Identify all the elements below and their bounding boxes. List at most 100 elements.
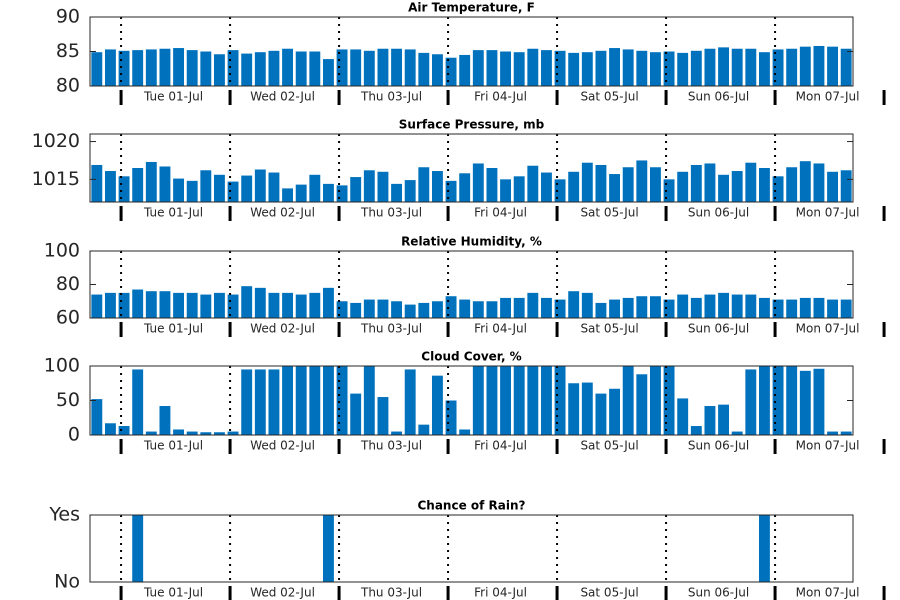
bar: [827, 46, 839, 86]
bar: [322, 515, 334, 582]
bar: [459, 299, 471, 318]
bar: [254, 169, 266, 202]
bar: [758, 52, 770, 86]
bar: [118, 176, 130, 202]
bar: [118, 292, 130, 318]
bar: [500, 179, 512, 202]
bar: [472, 50, 484, 86]
y-tick-label: 1015: [32, 168, 80, 190]
bar: [772, 49, 784, 86]
plot-frame: [89, 16, 854, 87]
x-tick-label: Sun 06-Jul: [688, 206, 749, 220]
bar: [309, 292, 321, 318]
bar: [418, 167, 430, 202]
bar: [431, 171, 443, 202]
bar: [677, 398, 689, 435]
day-boundary-mark: [446, 439, 450, 454]
bar: [663, 51, 675, 86]
bar: [540, 172, 552, 202]
bar: [418, 424, 430, 435]
x-tick-label: Tue 01-Jul: [143, 90, 203, 104]
bar: [472, 163, 484, 202]
day-boundary-mark: [664, 586, 668, 600]
day-boundary-mark: [882, 586, 886, 600]
bar: [636, 374, 648, 435]
bar: [486, 50, 498, 86]
bar: [540, 366, 552, 435]
x-tick-label: Tue 01-Jul: [143, 586, 203, 600]
bar: [363, 366, 375, 435]
bar: [704, 406, 716, 435]
bar: [309, 366, 321, 435]
day-boundary-mark: [337, 439, 341, 454]
day-boundary-mark: [119, 206, 123, 221]
x-tick-label: Wed 02-Jul: [250, 322, 315, 336]
bar: [500, 51, 512, 86]
bar: [609, 299, 621, 318]
x-tick-label: Sun 06-Jul: [688, 586, 749, 600]
bar: [554, 50, 566, 86]
x-tick-label: Fri 04-Jul: [474, 90, 527, 104]
bar: [622, 167, 634, 202]
bar: [459, 54, 471, 86]
bar: [568, 171, 580, 202]
bar: [677, 171, 689, 202]
bar: [677, 294, 689, 318]
bar: [391, 48, 403, 86]
bar: [718, 47, 730, 86]
bar: [472, 301, 484, 318]
y-tick-label: 90: [56, 6, 80, 28]
bar: [377, 171, 389, 202]
bar: [350, 393, 362, 435]
bar: [186, 180, 198, 202]
bar: [459, 173, 471, 202]
y-tick-label: No: [54, 571, 80, 593]
bar: [827, 431, 839, 435]
bar: [486, 168, 498, 202]
x-tick-label: Thu 03-Jul: [360, 90, 422, 104]
x-tick-label: Wed 02-Jul: [250, 586, 315, 600]
bar: [322, 183, 334, 202]
bar: [486, 366, 498, 435]
bar: [91, 52, 103, 86]
bar: [104, 423, 116, 435]
bar: [295, 366, 307, 435]
day-boundary-mark: [446, 586, 450, 600]
bar: [104, 171, 116, 202]
plot-frame: [89, 133, 854, 203]
chart-title: Cloud Cover, %: [421, 350, 521, 364]
bar: [527, 292, 539, 318]
bar: [718, 174, 730, 202]
bar: [595, 302, 607, 318]
day-boundary-mark: [337, 90, 341, 105]
bar: [799, 161, 811, 202]
bar: [649, 366, 661, 435]
day-boundary-mark: [119, 90, 123, 105]
x-tick-label: Sun 06-Jul: [688, 90, 749, 104]
y-tick-label: 85: [56, 40, 80, 62]
bar: [336, 185, 348, 202]
bar: [718, 292, 730, 318]
bar: [758, 366, 770, 435]
bar: [622, 297, 634, 318]
plot-frame: [89, 514, 854, 583]
bar: [704, 48, 716, 86]
bar: [663, 366, 675, 435]
bar: [731, 48, 743, 86]
day-boundary-mark: [773, 586, 777, 600]
day-boundary-mark: [664, 90, 668, 105]
day-boundary-mark: [337, 586, 341, 600]
bar: [391, 431, 403, 435]
day-boundary-mark: [228, 206, 232, 221]
bar: [350, 49, 362, 86]
bar: [513, 52, 525, 86]
bar: [609, 48, 621, 86]
bar: [268, 369, 280, 435]
bar: [772, 176, 784, 202]
y-tick-label: 0: [68, 424, 80, 446]
x-tick-label: Sat 05-Jul: [580, 90, 638, 104]
bar: [581, 162, 593, 202]
bar: [295, 294, 307, 318]
plot-area: [90, 515, 853, 582]
bar: [813, 45, 825, 86]
